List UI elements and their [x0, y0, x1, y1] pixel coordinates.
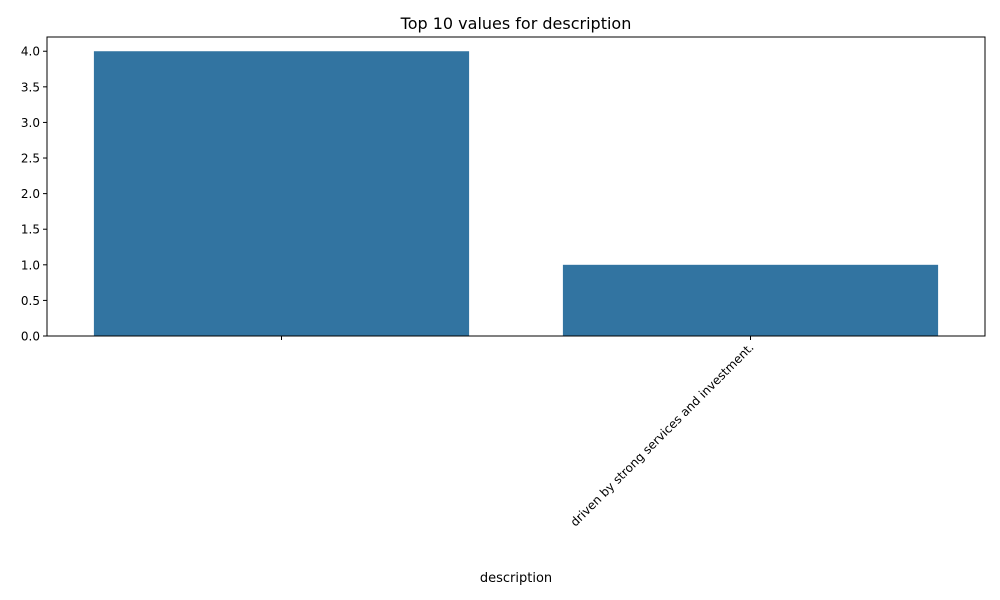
x-axis-label: description — [480, 571, 552, 586]
y-tick-label: 1.0 — [21, 258, 40, 272]
bars — [93, 51, 939, 336]
y-axis: 0.0 0.5 1.0 1.5 2.0 2.5 3.0 3.5 4.0 — [21, 45, 47, 344]
y-tick-label: 0.5 — [21, 294, 40, 308]
y-tick-label: 3.0 — [21, 116, 40, 130]
plot-frame — [46, 36, 986, 337]
y-tick-label: 2.0 — [21, 187, 40, 201]
y-tick-label: 4.0 — [21, 45, 40, 59]
y-tick-label: 3.5 — [21, 80, 40, 94]
y-tick-label: 2.5 — [21, 152, 40, 166]
y-tick-label: 1.5 — [21, 223, 40, 237]
y-tick-label: 0.0 — [21, 330, 40, 344]
bar — [562, 264, 939, 336]
x-axis: driven by strong services and investment… — [281, 336, 757, 529]
bar — [93, 51, 470, 336]
chart-title: Top 10 values for description — [400, 14, 632, 33]
x-tick-label: driven by strong services and investment… — [568, 340, 757, 529]
